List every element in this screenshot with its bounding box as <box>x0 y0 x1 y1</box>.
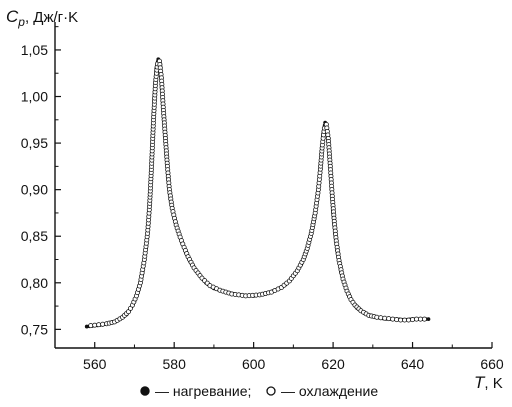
y-axis-ticks: 0,75 0,80 0,85 0,90 0,95 1,00 1,05 <box>21 26 61 337</box>
series-cooling <box>88 58 427 329</box>
plot-axes <box>54 22 492 349</box>
data-point-cooling <box>414 316 419 322</box>
x-tick-label: 620 <box>321 356 345 372</box>
data-point-cooling <box>92 322 98 328</box>
legend: — нагревание; — охлаждение <box>140 383 378 399</box>
y-tick-label: 1,05 <box>21 42 48 58</box>
legend-marker-cooling <box>266 386 276 396</box>
data-point-cooling <box>410 317 416 323</box>
y-tick-label: 0,75 <box>21 321 48 337</box>
y-axis-title: Cp, Дж/г·K <box>6 7 78 29</box>
y-tick-label: 0,85 <box>21 228 48 244</box>
x-axis-symbol: T <box>474 373 486 392</box>
y-axis-subscript: p <box>17 15 25 29</box>
data-point-cooling <box>394 317 400 323</box>
data-point-cooling <box>406 317 412 323</box>
y-axis-symbol: C <box>6 7 19 26</box>
x-tick-label: 660 <box>480 356 504 372</box>
x-tick-label: 560 <box>83 356 107 372</box>
data-point-cooling <box>390 316 396 322</box>
x-axis-ticks: 560 580 600 620 640 660 <box>83 342 504 372</box>
data-point-cooling <box>382 315 388 321</box>
data-point-cooling <box>374 314 380 320</box>
x-tick-label: 600 <box>242 356 266 372</box>
x-tick-label: 640 <box>401 356 425 372</box>
legend-label-heating: — нагревание; <box>155 383 251 399</box>
y-tick-label: 0,80 <box>21 275 48 291</box>
data-point-cooling <box>418 316 423 322</box>
data-point-cooling <box>100 321 106 327</box>
data-point-cooling <box>398 317 404 323</box>
data-point-cooling <box>378 315 384 321</box>
x-axis-unit: , K <box>484 375 502 392</box>
x-axis-title: T, K <box>474 373 503 392</box>
data-point-cooling <box>386 316 392 322</box>
data-point-cooling <box>88 323 94 329</box>
data-point-cooling <box>402 317 408 323</box>
y-tick-label: 0,90 <box>21 182 48 198</box>
y-tick-label: 1,00 <box>21 89 48 105</box>
legend-marker-heating <box>140 386 150 396</box>
data-point-cooling <box>421 316 427 322</box>
y-tick-label: 0,95 <box>21 135 48 151</box>
y-axis-unit: , Дж/г·K <box>25 9 78 26</box>
data-point-heating <box>426 317 431 322</box>
legend-label-cooling: — охлаждение <box>281 383 378 399</box>
x-tick-label: 580 <box>163 356 187 372</box>
data-point-cooling <box>96 322 102 328</box>
